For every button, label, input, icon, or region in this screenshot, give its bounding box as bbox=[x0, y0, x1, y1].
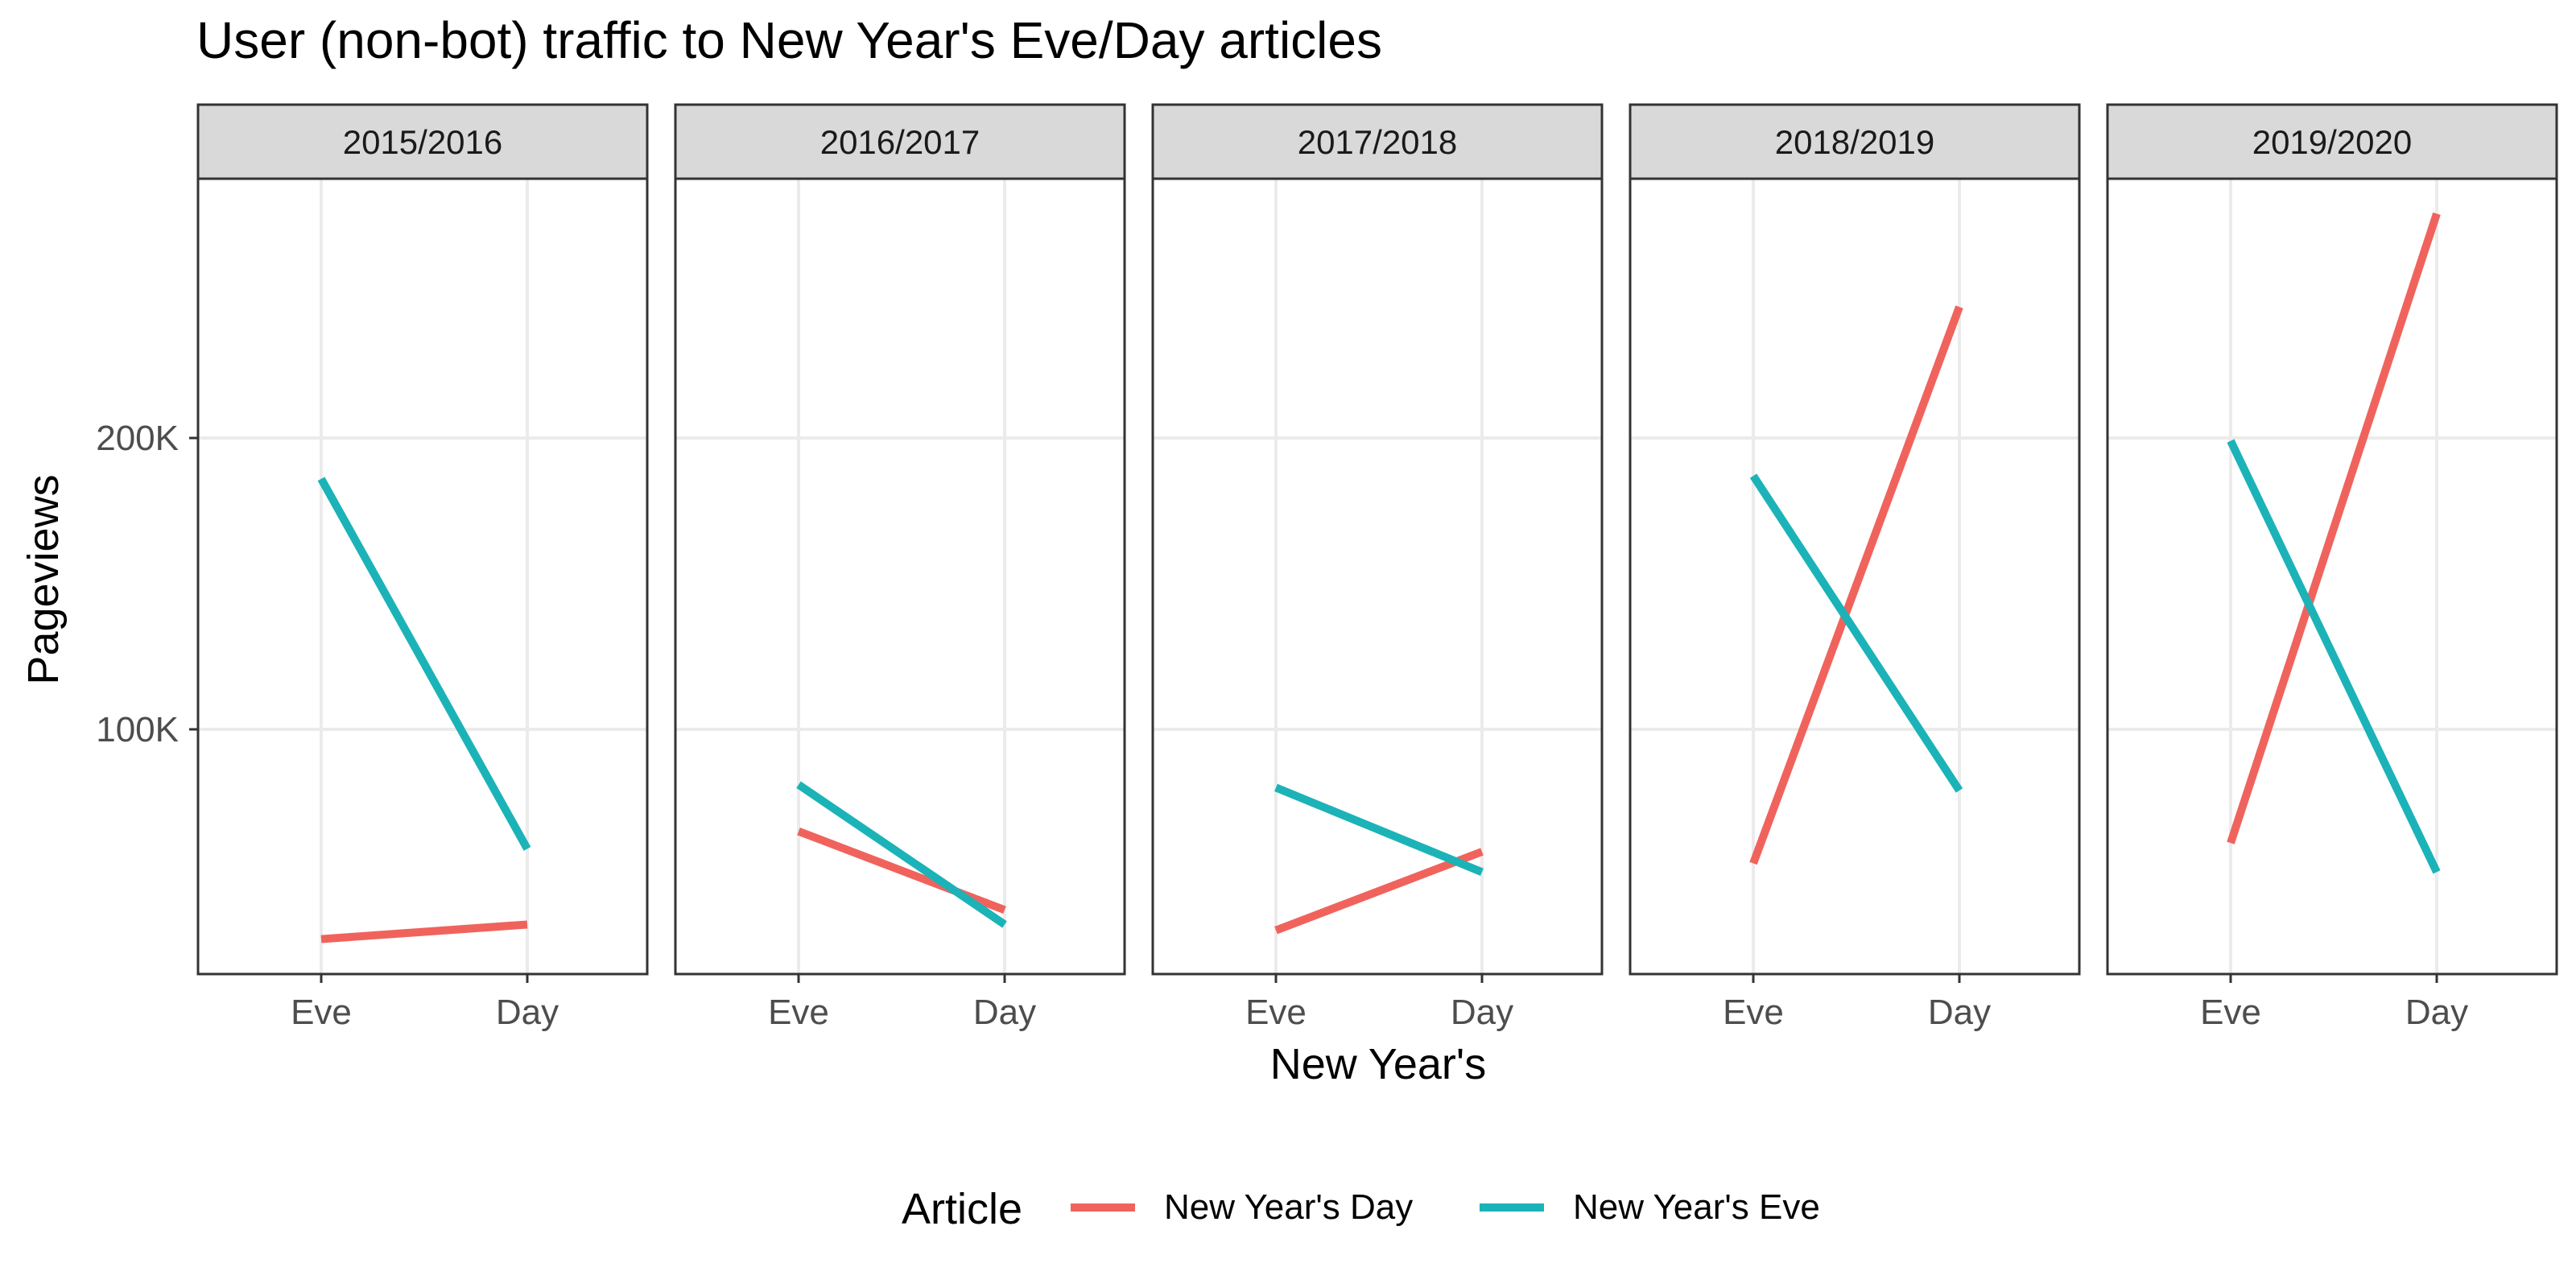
x-tick-label: Eve bbox=[768, 993, 829, 1032]
facet-strip bbox=[1151, 103, 1604, 180]
panel-border bbox=[1629, 177, 2081, 976]
y-axis: 100K 200K bbox=[96, 419, 198, 749]
facet-panel: 2016/2017 Eve Day bbox=[674, 103, 1126, 1032]
series-line bbox=[1749, 473, 1963, 793]
facet-strip bbox=[674, 103, 1126, 180]
facet-strip bbox=[196, 103, 649, 180]
panel-background bbox=[675, 179, 1125, 974]
facet-strip-label: 2017/2018 bbox=[1298, 123, 1458, 161]
panel-border bbox=[2106, 177, 2558, 976]
facet-strip-label: 2018/2019 bbox=[1775, 123, 1935, 161]
panel-background bbox=[198, 179, 647, 974]
facet-strip bbox=[2106, 103, 2558, 180]
x-axis-title: New Year's bbox=[1270, 1040, 1486, 1088]
y-tick-label: 200K bbox=[96, 419, 179, 458]
series-line bbox=[1749, 305, 1963, 865]
facet-panel: 2018/2019 Eve Day bbox=[1629, 103, 2081, 1032]
chart-title: User (non-bot) traffic to New Year's Eve… bbox=[196, 11, 1382, 69]
x-tick-label: Eve bbox=[1245, 993, 1307, 1032]
panel-border bbox=[674, 177, 1126, 976]
facet-strip-label: 2015/2016 bbox=[343, 123, 503, 161]
legend-title: Article bbox=[902, 1185, 1022, 1233]
x-tick-label: Eve bbox=[291, 993, 352, 1032]
legend-label: New Year's Day bbox=[1164, 1187, 1413, 1227]
series-line bbox=[2227, 212, 2441, 844]
series-line bbox=[317, 477, 531, 851]
facet-panel: 2019/2020 Eve Day bbox=[2106, 103, 2558, 1032]
series-line bbox=[320, 920, 528, 943]
series-line bbox=[796, 781, 1007, 928]
x-tick-label: Day bbox=[1451, 993, 1513, 1032]
facet-panels: 2015/2016 Eve Day 2016/2017 Eve Day 2017/2018 E… bbox=[196, 103, 2558, 1032]
x-tick-label: Eve bbox=[1723, 993, 1784, 1032]
facet-panel: 2015/2016 Eve Day bbox=[196, 103, 649, 1032]
series-line bbox=[1274, 783, 1484, 876]
y-axis-title: Pageviews bbox=[19, 474, 68, 684]
panel-background bbox=[2107, 179, 2557, 974]
legend-label: New Year's Eve bbox=[1573, 1187, 1820, 1227]
x-tick-label: Day bbox=[973, 993, 1036, 1032]
panel-background bbox=[1630, 179, 2079, 974]
y-tick-label: 100K bbox=[96, 710, 179, 749]
series-line bbox=[1274, 848, 1484, 935]
legend: Article New Year's Day New Year's Eve bbox=[902, 1185, 1820, 1233]
panel-border bbox=[196, 177, 649, 976]
panel-background bbox=[1153, 179, 1602, 974]
facet-strip-label: 2016/2017 bbox=[820, 123, 980, 161]
series-line bbox=[2227, 439, 2441, 874]
x-tick-label: Day bbox=[1928, 993, 1991, 1032]
facet-strip bbox=[1629, 103, 2081, 180]
panel-border bbox=[1151, 177, 1604, 976]
x-tick-label: Day bbox=[2405, 993, 2468, 1032]
facet-panel: 2017/2018 Eve Day bbox=[1151, 103, 1604, 1032]
x-tick-label: Day bbox=[496, 993, 559, 1032]
x-tick-label: Eve bbox=[2200, 993, 2261, 1032]
facet-strip-label: 2019/2020 bbox=[2252, 123, 2413, 161]
